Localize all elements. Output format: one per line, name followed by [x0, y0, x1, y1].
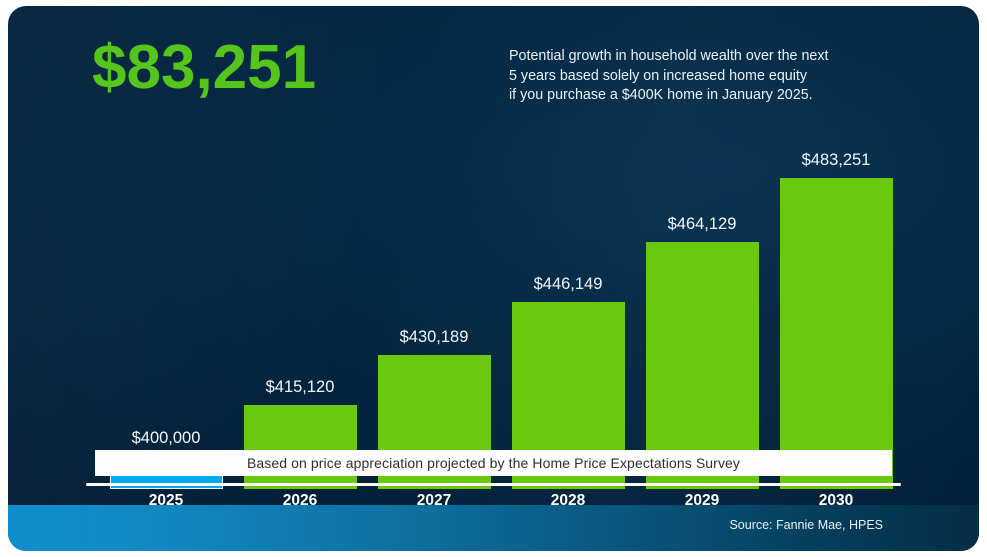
x-axis-label-2026: 2026 [282, 492, 318, 509]
bar-2029: $464,129 [645, 215, 759, 489]
bar-fill [645, 241, 759, 489]
x-axis-line [86, 483, 901, 486]
bar-2030: $483,251 [779, 151, 893, 489]
bar-value-label: $430,189 [399, 327, 469, 346]
infographic-card: $83,251 Potential growth in household we… [8, 6, 979, 551]
x-axis-label-2025: 2025 [148, 492, 184, 509]
footer-bar: Source: Fannie Mae, HPES [8, 505, 979, 551]
x-axis-label-2028: 2028 [550, 492, 586, 509]
bar-chart: $400,000 $415,120 $430,189 $446,149 $464,129… [8, 6, 979, 551]
bar-value-label: $446,149 [533, 274, 603, 293]
bar-value-label: $400,000 [131, 428, 201, 447]
x-axis-label-2027: 2027 [416, 492, 452, 509]
source-attribution: Source: Fannie Mae, HPES [729, 518, 883, 532]
chart-caption-text: Based on price appreciation projected by… [246, 455, 741, 471]
bar-fill [779, 178, 893, 489]
x-axis-label-2030: 2030 [818, 492, 854, 509]
bar-2026: $415,120 [243, 378, 357, 489]
bar-fill [243, 405, 357, 489]
chart-caption-band: Based on price appreciation projected by… [95, 450, 892, 476]
bar-value-label: $464,129 [667, 214, 737, 233]
bar-value-label: $483,251 [801, 151, 871, 169]
bar-value-label: $415,120 [265, 378, 335, 397]
headline-value: $83,251 [92, 33, 317, 102]
headline-description: Potential growth in household wealth ove… [509, 48, 829, 103]
x-axis-label-2029: 2029 [684, 492, 720, 509]
